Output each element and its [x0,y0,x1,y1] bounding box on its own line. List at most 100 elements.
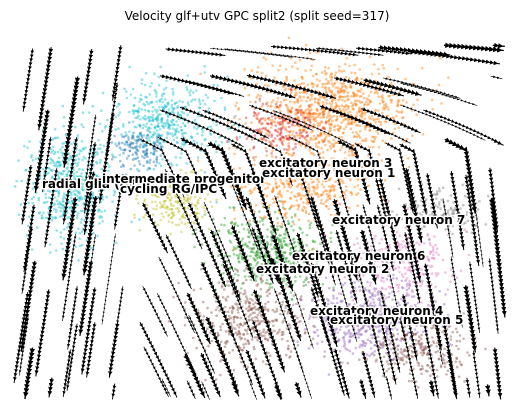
cell-point [275,307,279,311]
cell-point [144,213,147,217]
cell-point [67,152,70,155]
cell-point [236,224,240,227]
cell-point [377,109,380,112]
cell-point [294,142,297,146]
cell-point [170,121,174,124]
cell-point [143,117,146,121]
cell-point [220,96,223,100]
cell-point [288,242,292,245]
cell-point [328,194,332,197]
cell-point [268,203,272,207]
cell-point [37,211,41,215]
cell-point [200,133,204,137]
cell-point [441,258,445,262]
cell-point [414,342,417,346]
cell-point [438,201,441,204]
cell-point [337,292,341,295]
cell-point [155,149,158,153]
cell-point [415,352,419,356]
cell-point [178,218,182,221]
cell-point [99,143,102,147]
cell-point [235,254,239,257]
cell-point [298,129,302,132]
cell-point [458,334,462,337]
cell-point [247,315,251,318]
cell-point [414,380,418,383]
cell-point [171,87,174,91]
cell-point [255,95,258,99]
cell-point [353,63,357,67]
cell-point [367,102,370,106]
cell-point [288,183,292,186]
cell-point [198,110,201,114]
cell-point [454,327,458,331]
cell-point [154,117,157,121]
cell-point [369,244,373,248]
cell-point [55,165,58,168]
cell-point [367,289,371,293]
cell-point [320,95,324,98]
cell-point [321,193,324,196]
cell-point [31,159,35,162]
cell-point [200,267,203,271]
cell-point [285,353,288,357]
cell-point [325,189,329,193]
cell-point [200,128,204,131]
cell-point [435,344,438,348]
cell-point [148,161,151,164]
cell-point [297,203,301,207]
cell-point [255,114,259,117]
cell-point [397,243,400,246]
cell-point [408,279,411,283]
cell-point [152,167,156,171]
cell-point [279,109,282,113]
cell-point [145,136,148,140]
cell-point [402,239,405,243]
velocity-streamline [37,47,54,131]
cell-point [228,351,231,355]
cell-point [358,110,361,114]
cell-point [233,267,237,271]
cell-point [357,99,361,103]
cell-point [66,222,70,226]
cell-point [431,107,434,111]
cell-point [391,290,394,294]
cell-point [159,154,163,157]
cell-point [317,102,321,105]
cell-point [273,246,276,249]
cell-point [57,164,60,167]
cell-point [338,107,342,111]
cell-point [238,335,242,339]
cell-point [269,243,273,246]
cell-point [248,318,251,322]
cell-point [170,216,174,219]
cell-point [303,85,307,89]
cell-point [173,102,177,106]
cell-point [484,347,487,351]
cell-point [223,108,227,111]
cell-point [351,103,355,107]
cell-point [155,158,158,162]
cell-point [132,131,135,135]
cell-point [315,72,318,76]
cell-point [268,292,271,295]
cell-point [296,98,300,102]
cell-point [136,149,140,153]
cell-point [374,287,378,291]
cell-point [369,347,373,350]
cell-point [237,326,241,329]
cell-point [233,217,237,221]
cell-point [366,103,369,107]
cell-point [191,98,194,101]
cell-point [348,349,352,353]
cell-point [296,99,300,103]
cell-point [355,135,359,139]
cell-point [132,104,136,107]
cell-point [286,121,290,125]
cell-point [377,298,380,301]
cell-point [164,122,168,125]
cell-point [192,126,196,129]
cell-point [110,141,114,144]
cell-point [88,162,92,166]
cell-point [325,92,328,95]
